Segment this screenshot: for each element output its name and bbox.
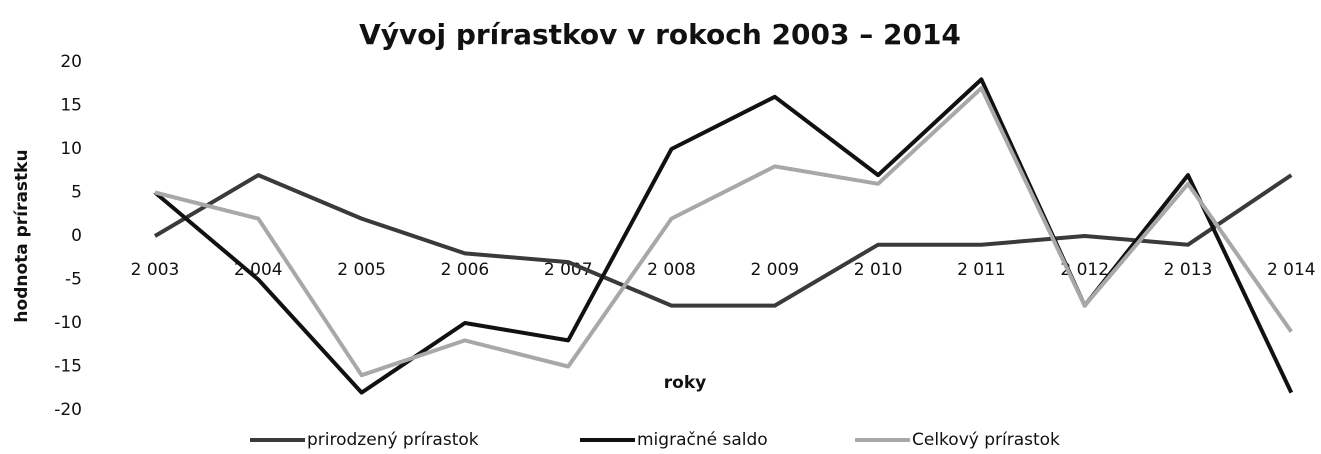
y-tick-label: 5 xyxy=(71,183,82,203)
data-line xyxy=(153,173,1293,308)
x-tick-label: 2 005 xyxy=(337,260,386,280)
x-tick-label: 2 008 xyxy=(647,260,696,280)
x-tick-label: 2 004 xyxy=(234,260,283,280)
y-tick-label: 15 xyxy=(60,96,82,116)
chart-title: Vývoj prírastkov v rokoch 2003 – 2014 xyxy=(359,18,961,51)
y-tick-label: -10 xyxy=(54,313,82,333)
data-line xyxy=(154,86,1293,378)
x-tick-label: 2 014 xyxy=(1267,260,1316,280)
y-tick-label: -5 xyxy=(65,270,82,290)
x-tick-label: 2 013 xyxy=(1164,260,1213,280)
x-tick-label: 2 003 xyxy=(131,260,180,280)
y-tick-label: -15 xyxy=(54,357,82,377)
x-tick-label: 2 009 xyxy=(750,260,799,280)
y-tick-label: -20 xyxy=(54,400,82,420)
x-tick-label: 2 006 xyxy=(441,260,490,280)
y-axis-title: hodnota prírastku xyxy=(12,149,32,322)
legend-label: prirodzený prírastok xyxy=(307,430,479,450)
data-line xyxy=(153,77,1294,395)
legend-label: Celkový prírastok xyxy=(912,430,1060,450)
x-tick-label: 2 007 xyxy=(544,260,593,280)
x-tick-label: 2 010 xyxy=(854,260,903,280)
x-axis-title: roky xyxy=(664,373,706,393)
legend-label: migračné saldo xyxy=(637,430,768,450)
y-tick-label: 20 xyxy=(60,52,82,72)
y-tick-label: 10 xyxy=(60,139,82,159)
x-tick-label: 2 011 xyxy=(957,260,1006,280)
y-tick-label: 0 xyxy=(71,226,82,246)
